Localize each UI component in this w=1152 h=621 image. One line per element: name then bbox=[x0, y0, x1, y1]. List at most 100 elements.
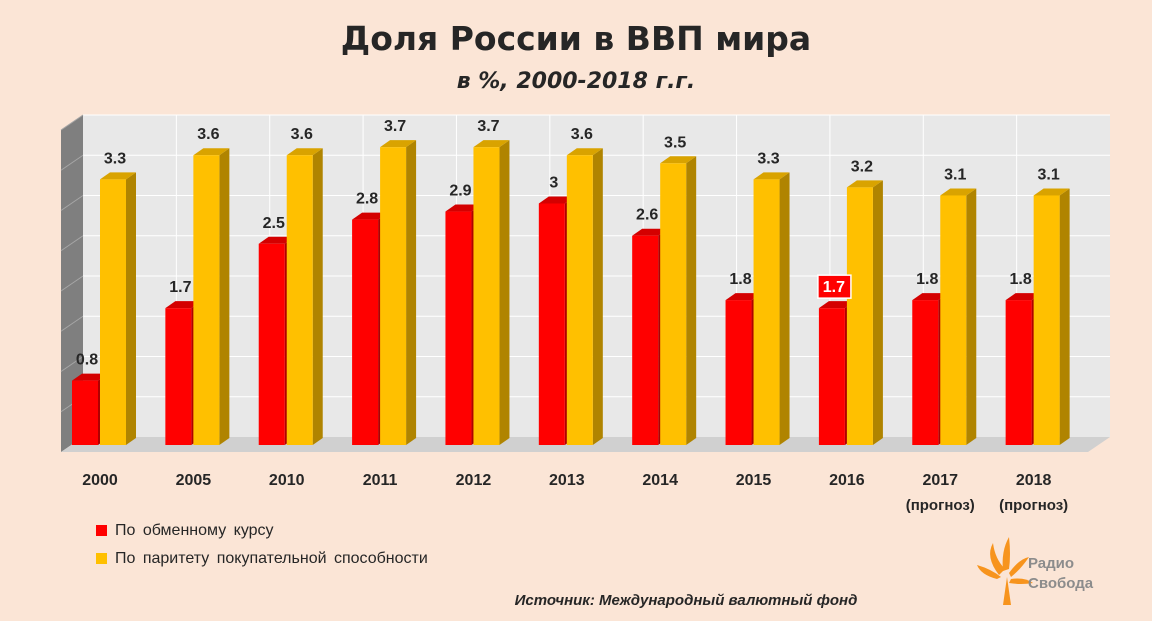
bar-top bbox=[286, 148, 323, 156]
legend-label-ppp: По паритету покупательной способности bbox=[115, 550, 428, 567]
bar-ppp-2018 bbox=[1033, 195, 1060, 445]
data-label-ppp-2010: 3.6 bbox=[291, 126, 313, 143]
data-label-exchange-rate-2018: 1.8 bbox=[1010, 271, 1032, 288]
bar-side bbox=[779, 172, 790, 445]
data-label-ppp-2017: 3.1 bbox=[944, 166, 966, 183]
torch-flame-icon bbox=[977, 537, 1033, 605]
bar-side bbox=[872, 180, 883, 445]
data-label-exchange-rate-2014: 2.6 bbox=[636, 207, 658, 224]
data-label-exchange-rate-2000: 0.8 bbox=[76, 352, 98, 369]
bar-top bbox=[72, 373, 108, 381]
bar-ppp-2016 bbox=[846, 187, 873, 445]
x-tick-label-2010: 2010 bbox=[269, 472, 305, 489]
data-label-exchange-rate-2005: 1.7 bbox=[169, 279, 191, 296]
x-tick-label-2011: 2011 bbox=[363, 472, 398, 489]
data-label-ppp-2011: 3.7 bbox=[384, 118, 406, 135]
bar-side bbox=[499, 140, 510, 445]
bar-top bbox=[632, 228, 669, 236]
x-tick-label-2000: 2000 bbox=[82, 472, 118, 489]
x-tick-label-2005: 2005 bbox=[176, 472, 212, 489]
bar-ppp-2000 bbox=[100, 179, 126, 445]
bar-ppp-2012 bbox=[473, 147, 500, 445]
data-label-exchange-rate-2015: 1.8 bbox=[729, 271, 751, 288]
highlighted-label-box bbox=[817, 274, 852, 299]
bar-top bbox=[538, 196, 575, 204]
x-tick-labels-group: 2000 2005 2010 2011 2012 2013 2014 2015 2016 2017… bbox=[82, 472, 1068, 514]
bar-top bbox=[100, 172, 136, 180]
data-label-ppp-2018: 3.1 bbox=[1038, 166, 1060, 183]
gridline-side bbox=[60, 114, 84, 131]
bar-top bbox=[1033, 188, 1070, 196]
logo-text-line1: Радио bbox=[1028, 555, 1074, 572]
bar-top bbox=[660, 156, 697, 164]
bar-exchange-rate-2010 bbox=[258, 243, 285, 445]
chart-title: Доля России в ВВП мира bbox=[341, 19, 811, 58]
x-tick-label-2017: 2017 bbox=[922, 472, 958, 489]
radio-svoboda-logo: Радио Свобода bbox=[977, 537, 1094, 605]
bar-exchange-rate-2012 bbox=[445, 211, 472, 445]
data-label-exchange-rate-2017: 1.8 bbox=[916, 271, 938, 288]
gridline-side bbox=[60, 235, 84, 252]
bar-side bbox=[686, 156, 697, 445]
data-label-exchange-rate-2016: 1.7 bbox=[823, 279, 845, 296]
bar-exchange-rate-2017 bbox=[912, 300, 939, 445]
bar-exchange-rate-2000 bbox=[72, 380, 98, 445]
bar-top bbox=[445, 204, 482, 212]
bar-top bbox=[258, 236, 295, 244]
bar-top bbox=[940, 188, 977, 196]
x-tick-label-2013: 2013 bbox=[549, 472, 585, 489]
data-labels-group: 0.8 3.3 1.7 3.6 2.5 3.6 2.8 3.7 2.9 3.7 3 3.6 2.6 3.5… bbox=[76, 118, 1060, 368]
source-note: Источник: Международный валютный фонд bbox=[515, 592, 858, 609]
bar-ppp-2017 bbox=[940, 195, 967, 445]
bar-top bbox=[473, 140, 510, 148]
bar-top bbox=[818, 301, 855, 309]
bar-side bbox=[406, 140, 417, 445]
bar-top bbox=[352, 212, 389, 220]
legend-label-exchange-rate: По обменному курсу bbox=[115, 522, 274, 539]
x-tick-label-2018: 2018 bbox=[1016, 472, 1052, 489]
data-label-ppp-2014: 3.5 bbox=[664, 134, 686, 151]
bar-side bbox=[312, 148, 323, 445]
bar-top bbox=[193, 148, 230, 156]
data-label-ppp-2012: 3.7 bbox=[477, 118, 499, 135]
data-label-ppp-2016: 3.2 bbox=[851, 158, 873, 175]
legend-swatch-ppp bbox=[96, 553, 107, 564]
bar-top bbox=[846, 180, 883, 188]
legend: По обменному курсу По паритету покупател… bbox=[96, 522, 428, 567]
data-label-exchange-rate-2012: 2.9 bbox=[449, 183, 471, 200]
data-label-ppp-2015: 3.3 bbox=[757, 150, 779, 167]
gridline-side bbox=[60, 154, 84, 171]
bar-ppp-2014 bbox=[660, 163, 687, 445]
x-tick-note-2018: (прогноз) bbox=[999, 497, 1068, 514]
x-tick-label-2015: 2015 bbox=[736, 472, 772, 489]
data-label-ppp-2005: 3.6 bbox=[197, 126, 219, 143]
bars-group bbox=[72, 140, 1070, 445]
x-tick-label-2012: 2012 bbox=[456, 472, 492, 489]
x-tick-note-2017: (прогноз) bbox=[906, 497, 975, 514]
bar-ppp-2010 bbox=[286, 155, 313, 445]
legend-swatch-exchange-rate bbox=[96, 525, 107, 536]
bar-ppp-2013 bbox=[566, 155, 593, 445]
data-label-exchange-rate-2010: 2.5 bbox=[263, 215, 285, 232]
gridline-side bbox=[60, 356, 84, 372]
bar-exchange-rate-2013 bbox=[538, 203, 565, 445]
bar-top bbox=[1005, 293, 1042, 301]
bar-exchange-rate-2014 bbox=[632, 235, 659, 445]
bar-exchange-rate-2011 bbox=[352, 219, 379, 445]
bar-exchange-rate-2015 bbox=[725, 300, 752, 445]
gridline-side bbox=[60, 275, 84, 292]
x-tick-label-2016: 2016 bbox=[829, 472, 865, 489]
bar-ppp-2015 bbox=[753, 179, 780, 445]
bar-top bbox=[725, 293, 762, 301]
data-label-exchange-rate-2013: 3 bbox=[549, 175, 558, 192]
bar-top bbox=[753, 172, 790, 180]
chart-subtitle: в %, 2000-2018 г.г. bbox=[457, 69, 696, 94]
bar-ppp-2005 bbox=[193, 155, 220, 445]
bar-ppp-2011 bbox=[380, 147, 407, 445]
bar-side bbox=[1059, 188, 1070, 445]
data-label-ppp-2013: 3.6 bbox=[571, 126, 593, 143]
logo-text-line2: Свобода bbox=[1028, 575, 1094, 592]
data-label-ppp-2000: 3.3 bbox=[104, 150, 126, 167]
bar-top bbox=[380, 140, 417, 148]
